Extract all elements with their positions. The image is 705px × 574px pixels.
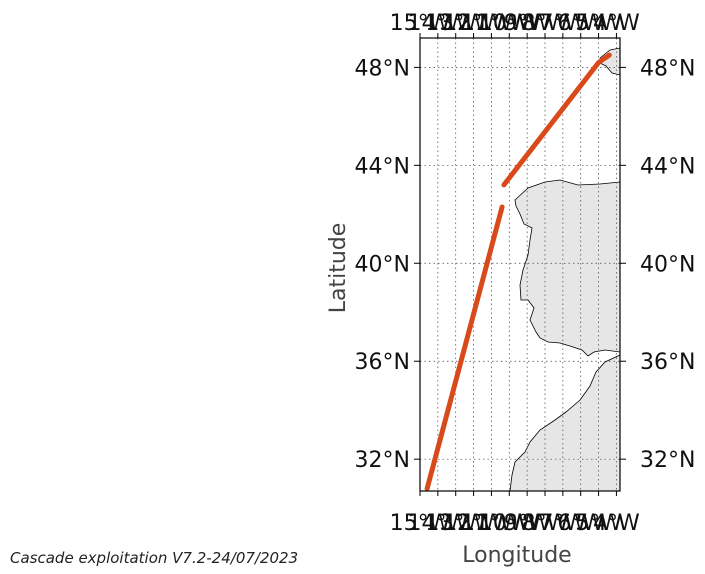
africa-coast	[509, 354, 620, 491]
axis-ticks: 48°N 48°N 44°N 44°N 40°N 40°N 36°N 36°N 32°N 32°N…	[355, 11, 696, 536]
lon-label-bottom: 12°W	[443, 511, 504, 536]
lon-label-bottom: 7°W	[539, 511, 586, 536]
lat-label-left: 32°N	[355, 448, 410, 473]
lat-label-left: 36°N	[355, 350, 410, 375]
lon-label-top: 8°W	[522, 11, 569, 36]
lon-label-top: 14°W	[407, 11, 468, 36]
map-frame	[419, 37, 621, 492]
lat-label-right: 32°N	[640, 448, 695, 473]
iberian-peninsula	[514, 179, 620, 357]
lon-label-top: 12°W	[443, 11, 504, 36]
lon-label-top: 9°W	[504, 11, 551, 36]
lat-label-left: 40°N	[355, 252, 410, 277]
lat-label-right: 44°N	[640, 154, 695, 179]
lon-label-top: 4°W	[593, 11, 640, 36]
lat-label-left: 44°N	[355, 154, 410, 179]
lon-label-top: 5°W	[575, 11, 622, 36]
track-segment-north	[501, 52, 612, 188]
footer-version-text: Cascade exploitation V7.2-24/07/2023	[10, 549, 298, 567]
lon-label-bottom: 10°W	[479, 511, 540, 536]
lon-label-top: 6°W	[557, 11, 604, 36]
lon-label-bottom: 4°W	[593, 511, 640, 536]
lon-label-bottom: 14°W	[407, 511, 468, 536]
lat-label-left: 48°N	[355, 56, 410, 81]
lon-label-bottom: 9°W	[504, 511, 551, 536]
lat-label-right: 48°N	[640, 56, 695, 81]
lon-label-bottom: 8°W	[522, 511, 569, 536]
lat-label-right: 36°N	[640, 350, 695, 375]
x-axis-title: Longitude	[462, 543, 571, 568]
graticule	[419, 38, 620, 491]
lon-label-bottom: 15°W	[390, 511, 451, 536]
lon-label-bottom: 6°W	[557, 511, 604, 536]
lon-label-top: 11°W	[461, 11, 522, 36]
lon-label-top: 15°W	[390, 11, 451, 36]
lon-label-top: 10°W	[479, 11, 540, 36]
track-segment-south	[424, 204, 505, 492]
land-layer	[509, 47, 620, 491]
lat-label-right: 40°N	[640, 252, 695, 277]
lon-label-bottom: 5°W	[575, 511, 622, 536]
lon-label-top: 7°W	[539, 11, 586, 36]
lon-label-bottom: 13°W	[425, 511, 486, 536]
lon-label-bottom: 11°W	[461, 511, 522, 536]
satellite-track	[424, 52, 612, 492]
lon-label-top: 13°W	[425, 11, 486, 36]
y-axis-title: Latitude	[326, 223, 351, 314]
